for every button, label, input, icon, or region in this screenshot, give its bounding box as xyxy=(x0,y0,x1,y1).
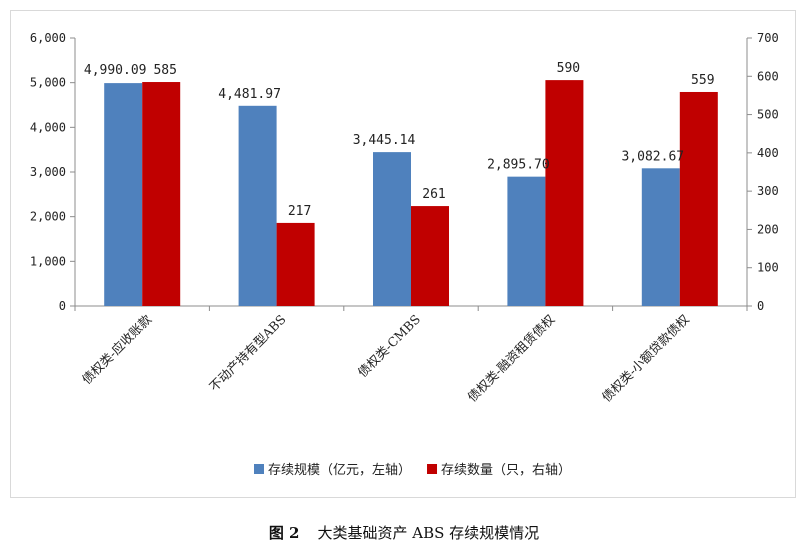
y-right-tick-label: 100 xyxy=(757,261,779,275)
y-right-tick-label: 700 xyxy=(757,31,779,45)
y-left-tick-label: 1,000 xyxy=(30,254,66,268)
x-category-label: 债权类-应收账款 xyxy=(79,311,155,387)
data-label-series-2: 261 xyxy=(422,187,445,202)
data-label-series-1: 3,082.67 xyxy=(621,149,684,164)
data-label-series-1: 3,445.14 xyxy=(353,133,416,148)
x-category-label: 债权类-CMBS xyxy=(355,312,423,380)
legend-label-series-2: 存续数量（只，右轴） xyxy=(441,463,571,478)
chart-svg: 0 1,000 2,000 3,000 4,000 5,000 6,000 0 100 200 30… xyxy=(30,31,779,478)
bar-series-2 xyxy=(411,206,449,306)
caption-title: 大类基础资产 ABS 存续规模情况 xyxy=(317,524,540,542)
data-label-series-1: 2,895.70 xyxy=(487,158,550,173)
y-right-tick-label: 500 xyxy=(757,108,779,122)
y-left-tick-label: 4,000 xyxy=(30,120,66,134)
y-left-tick-label: 6,000 xyxy=(30,31,66,45)
legend-swatch-series-2 xyxy=(427,464,438,474)
bar-series-2 xyxy=(679,91,718,307)
caption-figure-number: 图 2 xyxy=(268,524,300,542)
y-right-tick-label: 300 xyxy=(757,184,779,198)
x-category-label: 不动产持有型ABS xyxy=(206,312,289,395)
y-right-tick-label: 200 xyxy=(757,222,779,236)
x-category-label: 债权类-小额贷款债权 xyxy=(599,311,692,404)
y-left-tick-label: 2,000 xyxy=(30,210,66,224)
bar-series-2 xyxy=(142,82,181,307)
legend-swatch-series-1 xyxy=(254,464,264,474)
legend-label-series-1: 存续规模（亿元，左轴） xyxy=(268,463,411,478)
y-left-tick-label: 0 xyxy=(59,299,66,313)
bar-series-1 xyxy=(104,83,143,306)
data-label-series-2: 217 xyxy=(288,204,311,219)
bar-series-1 xyxy=(507,176,546,306)
bar-series-2 xyxy=(545,80,584,306)
y-right-tick-label: 0 xyxy=(757,299,764,313)
x-category-label: 债权类-融资租赁债权 xyxy=(464,311,557,404)
y-right-tick-label: 400 xyxy=(757,146,779,160)
y-right-tick-label: 600 xyxy=(757,69,779,83)
bar-series-1 xyxy=(373,152,411,306)
data-label-series-1: 4,481.97 xyxy=(218,87,281,102)
y-left-tick-label: 5,000 xyxy=(30,76,66,90)
bar-series-1 xyxy=(641,168,680,306)
y-left-tick-label: 3,000 xyxy=(30,165,66,179)
data-label-series-2: 590 xyxy=(557,61,580,76)
bar-series-1 xyxy=(238,105,277,306)
figure-caption: 图 2 大类基础资产 ABS 存续规模情况 xyxy=(0,522,808,543)
bar-series-2 xyxy=(276,222,315,306)
chart-frame: 0 1,000 2,000 3,000 4,000 5,000 6,000 0 100 200 30… xyxy=(10,10,796,498)
data-label-series-1: 4,990.09 xyxy=(84,63,147,78)
data-label-series-2: 559 xyxy=(691,73,714,88)
data-label-series-2: 585 xyxy=(153,63,176,78)
legend: 存续规模（亿元，左轴） 存续数量（只，右轴） xyxy=(254,463,571,478)
